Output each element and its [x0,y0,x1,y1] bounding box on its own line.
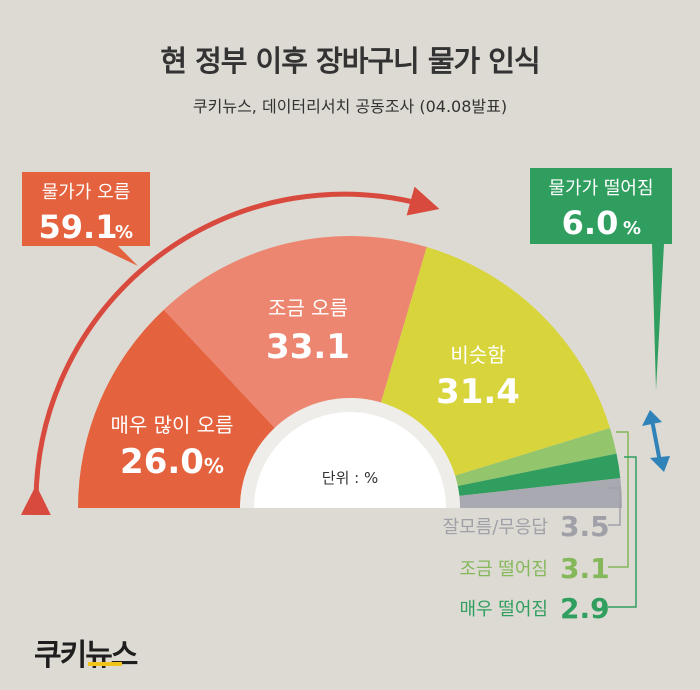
callout-up-box [22,172,150,266]
page-title: 현 정부 이후 장바구니 물가 인식 [160,44,540,78]
callout-down-label: 물가가 떨어짐 [548,178,653,199]
pie-slice-5 [459,478,622,508]
callout-down-value: 6.0 [562,204,619,242]
falling-double-arrow [642,410,670,472]
double-arrow-head-top [642,410,662,426]
outside-label-4: 매우 떨어짐 2.9 [459,456,637,625]
callout-up: 물가가 오름 59.1% [22,172,150,266]
logo: 쿠키뉴스 [34,638,138,673]
callout-down-box [530,168,672,390]
outside-label-value-3: 3.1 [560,552,610,585]
pie-slice-3 [455,428,617,487]
double-arrow-head-bottom [650,456,670,472]
rising-arc-arrow [20,186,440,516]
leader-line-3 [608,431,629,568]
slice-label-0: 매우 많이 오름 [110,413,233,437]
outside-label-text-3: 조금 떨어짐 [459,559,548,580]
callout-up-value: 59.1 [39,208,118,246]
outside-label-5: 잘모름/무응답 3.5 [443,487,621,543]
page-subtitle: 쿠키뉴스, 데이터리서치 공동조사 (04.08발표) [192,97,508,116]
unit-label: 단위 : % [322,469,378,487]
logo-underline [88,662,122,666]
callout-up-label: 물가가 오름 [42,182,131,203]
slice-value-suffix-0: % [204,454,224,478]
outside-label-value-4: 2.9 [560,592,610,625]
callout-down-suffix: % [623,218,641,239]
slice-value-1: 33.1 [266,327,350,367]
callout-down: 물가가 떨어짐 6.0% [530,168,672,390]
outside-label-3: 조금 떨어짐 3.1 [459,431,629,585]
leader-line-4 [608,456,637,608]
outside-label-text-5: 잘모름/무응답 [443,517,548,538]
slice-label-2: 비슷함 [450,343,505,367]
slice-value-2: 31.4 [436,372,520,412]
outside-label-text-4: 매우 떨어짐 [459,599,548,620]
slice-label-1: 조금 오름 [268,296,348,320]
double-arrow-shaft [650,419,662,463]
outside-label-value-5: 3.5 [560,510,610,543]
leader-line-5 [608,487,621,526]
pie-slice-4 [457,453,621,496]
callout-up-suffix: % [115,222,133,243]
